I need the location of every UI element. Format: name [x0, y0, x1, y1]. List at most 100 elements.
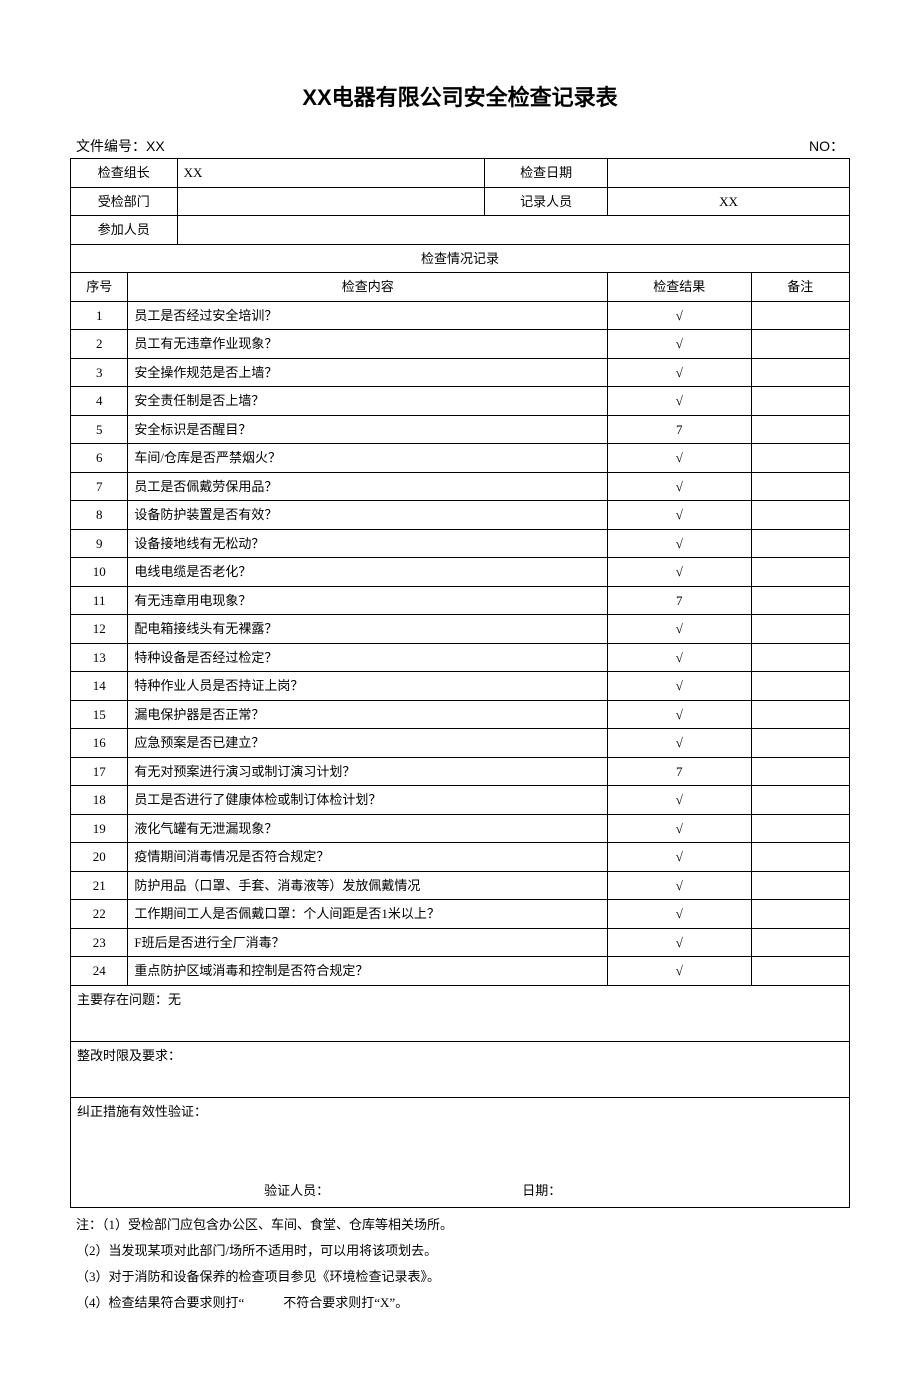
table-row: 20疫情期间消毒情况是否符合规定？√	[71, 843, 850, 872]
row-result: √	[608, 643, 751, 672]
row-result: √	[608, 871, 751, 900]
row-content: 防护用品（口罩、手套、消毒液等）发放佩戴情况	[128, 871, 608, 900]
row-result: √	[608, 529, 751, 558]
row-result: √	[608, 786, 751, 815]
row-remark	[751, 643, 849, 672]
row-content: 安全责任制是否上墙？	[128, 387, 608, 416]
table-row: 9设备接地线有无松动？√	[71, 529, 850, 558]
record-header: 检查情况记录	[71, 244, 850, 273]
table-row: 3安全操作规范是否上墙？√	[71, 358, 850, 387]
row-result: √	[608, 814, 751, 843]
row-seq: 17	[71, 757, 128, 786]
table-row: 23F班后是否进行全厂消毒？√	[71, 928, 850, 957]
row-result: √	[608, 387, 751, 416]
header-row-3: 参加人员	[71, 216, 850, 245]
row-seq: 1	[71, 301, 128, 330]
row-content: 设备接地线有无松动？	[128, 529, 608, 558]
row-seq: 15	[71, 700, 128, 729]
row-seq: 6	[71, 444, 128, 473]
row-content: 员工是否佩戴劳保用品？	[128, 472, 608, 501]
row-seq: 21	[71, 871, 128, 900]
verify-date-label: 日期：	[522, 1181, 849, 1201]
row-seq: 8	[71, 501, 128, 530]
row-result: 7	[608, 757, 751, 786]
row-remark	[751, 444, 849, 473]
row-seq: 16	[71, 729, 128, 758]
row-content: 特种作业人员是否持证上岗？	[128, 672, 608, 701]
row-content: 配电箱接线头有无裸露？	[128, 615, 608, 644]
table-row: 8设备防护装置是否有效？√	[71, 501, 850, 530]
row-remark	[751, 900, 849, 929]
row-seq: 22	[71, 900, 128, 929]
row-remark	[751, 586, 849, 615]
row-remark	[751, 786, 849, 815]
row-content: 车间/仓库是否严禁烟火？	[128, 444, 608, 473]
leader-label: 检查组长	[71, 159, 178, 188]
row-seq: 7	[71, 472, 128, 501]
table-row: 21防护用品（口罩、手套、消毒液等）发放佩戴情况√	[71, 871, 850, 900]
row-result: √	[608, 900, 751, 929]
doc-meta-row: 文件编号：XX NO：	[70, 136, 850, 156]
row-remark	[751, 558, 849, 587]
row-remark	[751, 301, 849, 330]
row-content: 员工有无违章作业现象？	[128, 330, 608, 359]
check-date-label: 检查日期	[485, 159, 608, 188]
row-content: 员工是否进行了健康体检或制订体检计划？	[128, 786, 608, 815]
verifier-label: 验证人员：	[71, 1181, 522, 1201]
table-row: 12配电箱接线头有无裸露？√	[71, 615, 850, 644]
row-result: 7	[608, 415, 751, 444]
row-seq: 23	[71, 928, 128, 957]
table-row: 14特种作业人员是否持证上岗？√	[71, 672, 850, 701]
row-content: 工作期间工人是否佩戴口罩：个人间距是否1米以上？	[128, 900, 608, 929]
row-result: √	[608, 843, 751, 872]
row-content: 液化气罐有无泄漏现象？	[128, 814, 608, 843]
table-row: 7员工是否佩戴劳保用品？√	[71, 472, 850, 501]
row-remark	[751, 501, 849, 530]
row-remark	[751, 957, 849, 986]
row-content: 重点防护区域消毒和控制是否符合规定？	[128, 957, 608, 986]
check-date-value	[608, 159, 850, 188]
table-row: 22工作期间工人是否佩戴口罩：个人间距是否1米以上？√	[71, 900, 850, 929]
row-result: √	[608, 729, 751, 758]
table-row: 11有无违章用电现象？7	[71, 586, 850, 615]
inspection-table: 检查组长 XX 检查日期 受检部门 记录人员 XX 参加人员 检查情况记录 序号…	[70, 158, 850, 1208]
row-seq: 14	[71, 672, 128, 701]
row-content: 安全标识是否醒目？	[128, 415, 608, 444]
header-row-2: 受检部门 记录人员 XX	[71, 187, 850, 216]
row-remark	[751, 672, 849, 701]
row-content: F班后是否进行全厂消毒？	[128, 928, 608, 957]
issues-row: 主要存在问题：无	[71, 985, 850, 1041]
row-seq: 2	[71, 330, 128, 359]
col-result: 检查结果	[608, 273, 751, 302]
row-result: √	[608, 358, 751, 387]
row-content: 有无违章用电现象？	[128, 586, 608, 615]
verify-row: 纠正措施有效性验证： 验证人员： 日期：	[71, 1097, 850, 1207]
note-line: 注：（1）受检部门应包含办公区、车间、食堂、仓库等相关场所。	[76, 1212, 844, 1238]
row-seq: 4	[71, 387, 128, 416]
row-content: 安全操作规范是否上墙？	[128, 358, 608, 387]
notes-block: 注：（1）受检部门应包含办公区、车间、食堂、仓库等相关场所。 （2）当发现某项对…	[70, 1212, 850, 1316]
row-seq: 24	[71, 957, 128, 986]
row-remark	[751, 358, 849, 387]
recorder-label: 记录人员	[485, 187, 608, 216]
row-remark	[751, 814, 849, 843]
table-row: 5安全标识是否醒目？7	[71, 415, 850, 444]
record-header-row: 检查情况记录	[71, 244, 850, 273]
attendees-value	[177, 216, 849, 245]
row-content: 疫情期间消毒情况是否符合规定？	[128, 843, 608, 872]
row-result: √	[608, 330, 751, 359]
row-seq: 10	[71, 558, 128, 587]
deadline-row: 整改时限及要求：	[71, 1041, 850, 1097]
row-seq: 20	[71, 843, 128, 872]
row-remark	[751, 387, 849, 416]
table-row: 2员工有无违章作业现象？√	[71, 330, 850, 359]
row-remark	[751, 843, 849, 872]
row-seq: 19	[71, 814, 128, 843]
col-remark: 备注	[751, 273, 849, 302]
column-header-row: 序号 检查内容 检查结果 备注	[71, 273, 850, 302]
table-row: 17有无对预案进行演习或制订演习计划？7	[71, 757, 850, 786]
row-result: √	[608, 301, 751, 330]
row-remark	[751, 529, 849, 558]
table-row: 6车间/仓库是否严禁烟火？√	[71, 444, 850, 473]
table-row: 13特种设备是否经过检定？√	[71, 643, 850, 672]
